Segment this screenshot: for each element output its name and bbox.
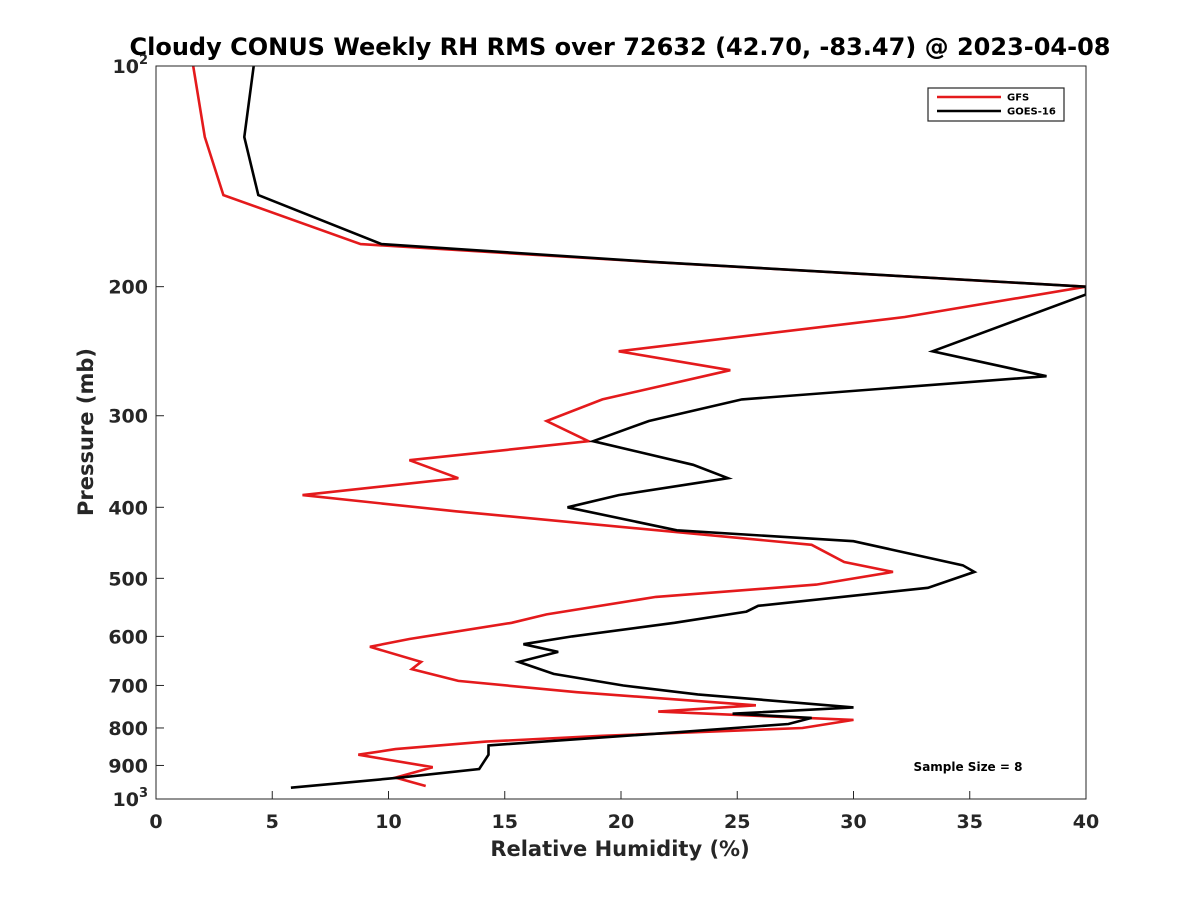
series-line-1	[242, 66, 1086, 789]
y-tick-label: 800	[108, 718, 148, 740]
legend-box	[927, 87, 1065, 122]
y-tick-label: 500	[108, 568, 148, 590]
y-tick-label: 400	[108, 497, 148, 519]
sample-size-annotation: Sample Size = 8	[914, 760, 1023, 774]
x-tick-label: 5	[266, 811, 279, 833]
x-axis: 0 5 10 15 20 25 30 35 40	[149, 791, 1099, 833]
y-tick-label: 900	[108, 755, 148, 777]
y-tick-label: 300	[108, 406, 148, 428]
chart-title: Cloudy CONUS Weekly RH RMS over 72632 (4…	[130, 33, 1111, 61]
legend-entry: GFS	[1007, 93, 1029, 104]
series-line-0	[191, 66, 1086, 788]
x-tick-label: 0	[149, 811, 162, 833]
y-tick-label: 103	[113, 786, 149, 811]
y-tick-label: 200	[108, 277, 148, 299]
y-tick-label: 700	[108, 675, 148, 697]
x-tick-label: 30	[840, 811, 866, 833]
x-tick-label: 35	[957, 811, 983, 833]
plot-frame	[155, 65, 1087, 800]
legend-entry: GOES-16	[1007, 107, 1056, 118]
x-tick-label: 40	[1073, 811, 1099, 833]
x-tick-label: 20	[608, 811, 634, 833]
x-tick-label: 25	[724, 811, 750, 833]
y-axis-label: Pressure (mb)	[74, 348, 98, 516]
x-tick-label: 10	[375, 811, 401, 833]
legend: GFS GOES-16	[927, 87, 1065, 122]
x-tick-label: 15	[492, 811, 518, 833]
plot-lines	[191, 66, 1086, 789]
x-axis-label: Relative Humidity (%)	[490, 837, 749, 861]
y-tick-label: 102	[113, 53, 149, 78]
y-axis: 102 200 300 400 500 600 700 800 900 103	[108, 53, 164, 811]
y-tick-label: 600	[108, 626, 148, 648]
